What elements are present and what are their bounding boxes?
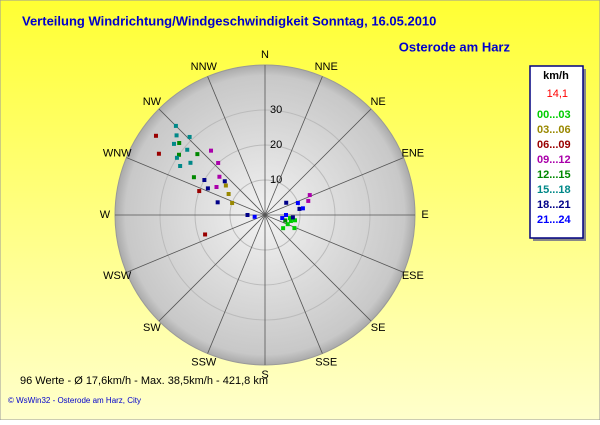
point [188, 160, 193, 165]
point [283, 218, 288, 223]
point [173, 123, 178, 128]
point [153, 133, 158, 138]
point [245, 213, 250, 217]
chart-subtitle: Osterode am Harz [399, 39, 511, 54]
point [252, 214, 257, 219]
point [295, 201, 300, 206]
point [285, 222, 290, 227]
point [292, 226, 297, 231]
legend-label: 18...21 [537, 199, 571, 211]
direction-label: W [100, 209, 111, 221]
point [205, 186, 210, 191]
point [203, 232, 208, 237]
spoke [126, 157, 266, 216]
direction-label: SSW [191, 357, 217, 369]
spoke [207, 76, 266, 216]
point [284, 213, 288, 217]
legend-box [529, 65, 584, 239]
point [185, 147, 190, 152]
point [223, 183, 228, 188]
direction-label: ENE [402, 148, 425, 160]
direction-label: WNW [103, 148, 132, 160]
footer: 96 Werte - Ø 17,6km/h - Max. 38,5km/h - … [20, 375, 268, 387]
point [284, 200, 289, 205]
legend-label: 12...15 [537, 169, 571, 181]
point [174, 155, 179, 160]
point [191, 175, 196, 180]
legend-current: 14,1 [547, 88, 568, 100]
point [281, 226, 286, 231]
point [222, 179, 227, 184]
spoke [264, 214, 372, 322]
point [230, 201, 235, 206]
legend-label: 15...18 [537, 184, 571, 196]
spoke [264, 76, 323, 216]
point [202, 178, 207, 182]
direction-label: SE [371, 322, 386, 334]
direction-label: NW [143, 96, 162, 108]
spoke [264, 214, 323, 354]
direction-label: ESE [402, 270, 424, 282]
legend-label: 00...03 [537, 109, 571, 121]
chart-title: Verteilung Windrichtung/Windgeschwindigk… [22, 13, 436, 28]
direction-label: SW [143, 322, 161, 334]
direction-label: NNE [315, 61, 338, 73]
point [306, 198, 311, 203]
legend-title: km/h [543, 70, 569, 82]
spoke [264, 108, 372, 216]
point [292, 218, 297, 223]
point [217, 174, 222, 179]
point [171, 141, 176, 146]
point [307, 193, 312, 198]
r-tick-label: 30 [270, 104, 282, 116]
legend-label: 09...12 [537, 154, 571, 166]
direction-label: NE [370, 96, 385, 108]
point [288, 218, 293, 223]
point [156, 151, 161, 156]
point [195, 152, 200, 157]
direction-label: SSE [315, 357, 337, 369]
point [187, 134, 192, 139]
point [288, 216, 293, 221]
point [177, 141, 182, 146]
point [215, 200, 220, 205]
point [297, 206, 302, 211]
r-tick-label: 10 [270, 174, 282, 186]
direction-label: N [261, 49, 269, 61]
point [280, 216, 285, 221]
point [178, 164, 183, 168]
point [174, 133, 179, 138]
direction-label: NNW [191, 61, 218, 73]
spoke [126, 214, 266, 273]
spoke [158, 214, 266, 322]
r-tick-label: 20 [270, 139, 282, 151]
point [176, 152, 181, 157]
legend-label: 03...06 [537, 124, 571, 136]
spoke [207, 214, 266, 354]
point [216, 160, 221, 165]
point [209, 148, 214, 153]
point [290, 215, 295, 220]
spoke [264, 157, 404, 216]
point [226, 192, 231, 196]
legend-label: 21...24 [537, 214, 572, 226]
direction-label: S [261, 369, 268, 381]
direction-label: WSW [103, 270, 132, 282]
point [300, 206, 305, 211]
point [197, 189, 202, 194]
direction-label: E [421, 209, 428, 221]
point [214, 185, 219, 189]
legend-label: 06...09 [537, 139, 571, 151]
copyright: © WsWin32 - Osterode am Harz, City [8, 396, 141, 405]
